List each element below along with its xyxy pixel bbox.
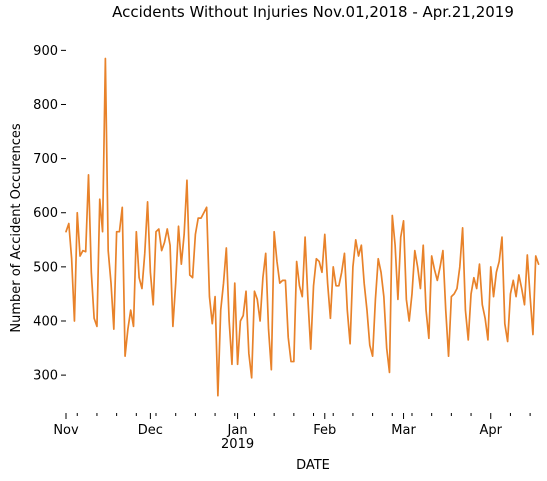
y-tick-label: 300 [33, 369, 58, 384]
x-tick-label: Dec [138, 423, 163, 438]
x-year-label: 2019 [221, 437, 254, 452]
x-tick-label: Apr [479, 423, 502, 438]
y-tick-label: 900 [33, 44, 58, 59]
x-axis-label: DATE [296, 458, 330, 473]
y-tick-label: 500 [33, 260, 58, 275]
series-line [65, 57, 540, 397]
y-axis-label: Number of Accident Occurences [9, 123, 24, 333]
plot-area [65, 57, 540, 397]
x-tick-label: Nov [53, 423, 79, 438]
x-axis: Nov Dec Jan Feb Mar Apr 2019 [53, 413, 531, 452]
y-tick-label: 700 [33, 152, 58, 167]
y-tick-label: 600 [33, 206, 58, 221]
x-tick-label: Jan [227, 423, 248, 438]
y-tick-label: 800 [33, 98, 58, 113]
chart-title: Accidents Without Injuries Nov.01,2018 -… [112, 3, 514, 21]
y-axis: 300 400 500 600 700 800 900 [33, 44, 66, 384]
y-tick-label: 400 [33, 314, 58, 329]
x-tick-label: Mar [391, 423, 416, 438]
x-tick-label: Feb [313, 423, 336, 438]
